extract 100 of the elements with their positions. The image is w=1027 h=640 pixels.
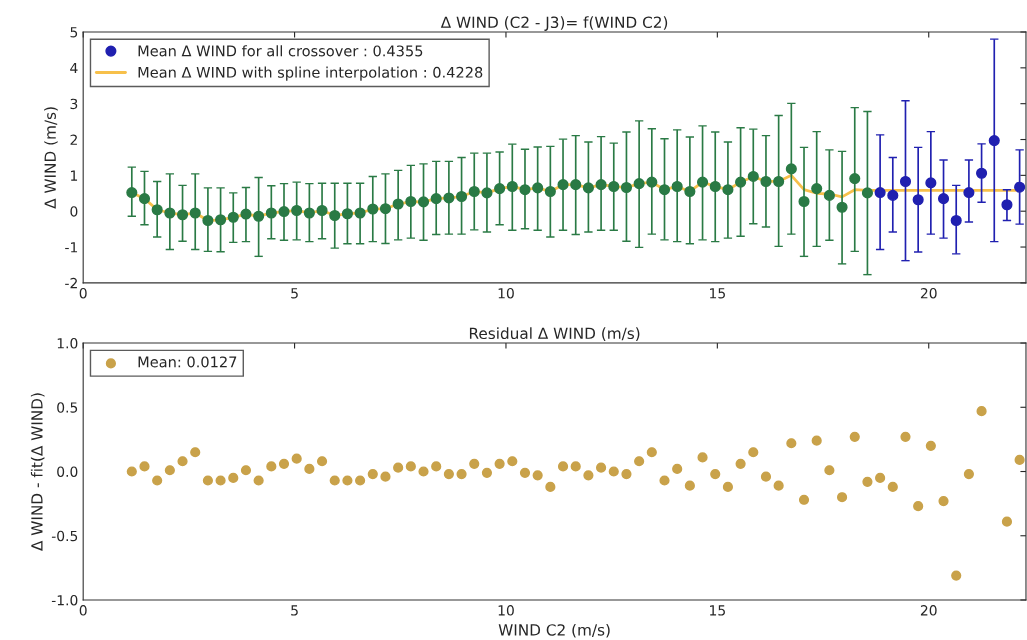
x-tick-label: 0 — [79, 605, 87, 616]
point — [861, 187, 873, 199]
point — [329, 209, 341, 222]
y-tick-label: 0 — [70, 206, 78, 217]
x-tick-label: 5 — [291, 605, 298, 616]
x-tick-label: 10 — [498, 605, 514, 616]
point — [735, 176, 747, 188]
y-tick-label: -2 — [65, 277, 77, 289]
point — [265, 207, 277, 219]
point — [227, 211, 239, 223]
point — [1001, 199, 1013, 211]
point — [456, 190, 468, 203]
y-tick-label: -1 — [65, 242, 78, 253]
point — [849, 173, 861, 185]
point — [443, 192, 455, 204]
point — [138, 193, 151, 205]
point — [430, 193, 442, 205]
point — [950, 214, 962, 227]
point — [608, 180, 620, 193]
point — [316, 204, 328, 217]
y-tick-label: -0.5 — [51, 530, 78, 542]
y-tick-label: 3 — [70, 98, 78, 110]
point — [506, 180, 518, 193]
legend-label: Mean: 0.0127 — [138, 356, 237, 368]
x-tick-label: 20 — [920, 605, 937, 616]
legend-label: Mean Δ WIND for all crossover : 0.4355 — [138, 45, 423, 57]
point — [722, 184, 734, 196]
point — [963, 187, 975, 199]
point — [988, 135, 1000, 147]
point — [278, 206, 290, 218]
point — [532, 182, 544, 194]
y-tick-label: 2 — [70, 134, 77, 145]
y-axis-title: Δ WIND - fit(Δ WIND) — [30, 393, 45, 551]
y-tick-label: 1 — [71, 170, 78, 181]
point — [658, 184, 671, 196]
point — [671, 180, 683, 193]
point — [899, 175, 912, 188]
point — [291, 204, 303, 217]
point — [595, 179, 607, 191]
point — [189, 207, 201, 219]
point — [126, 187, 138, 199]
y-tick-label: 5 — [70, 27, 78, 38]
point — [215, 214, 227, 226]
point — [303, 207, 315, 219]
point — [887, 189, 899, 201]
point — [937, 193, 950, 205]
point — [379, 203, 392, 215]
chart-title: Residual Δ WIND (m/s) — [469, 327, 640, 341]
x-tick-label: 0 — [79, 287, 87, 299]
legend-label: Mean Δ WIND with spline interpolation : 0.4228 — [138, 66, 483, 81]
point — [760, 175, 772, 188]
point — [519, 184, 531, 196]
point — [646, 176, 658, 188]
point — [468, 185, 480, 198]
x-tick-label: 15 — [710, 288, 725, 299]
y-tick-label: 0.0 — [57, 466, 78, 477]
x-axis-title: WIND C2 (m/s) — [498, 623, 610, 638]
x-tick-label: 20 — [920, 287, 937, 299]
chart-title: Δ WIND (C2 - J3)= f(WIND C2) — [440, 16, 668, 31]
point — [557, 179, 569, 191]
point — [570, 179, 582, 191]
point — [1014, 181, 1026, 193]
point — [696, 176, 709, 188]
point — [823, 189, 835, 201]
point — [494, 183, 506, 195]
point — [392, 198, 404, 210]
point — [811, 183, 823, 195]
point — [253, 210, 265, 222]
point — [164, 207, 176, 219]
point — [405, 195, 417, 208]
point — [874, 187, 886, 199]
point — [354, 207, 366, 219]
point — [836, 201, 848, 213]
x-tick-label: 10 — [498, 287, 514, 299]
x-tick-label: 15 — [710, 605, 725, 616]
y-tick-label: 1.0 — [57, 338, 78, 349]
point — [544, 185, 556, 198]
y-tick-label: 0.5 — [57, 402, 78, 413]
point — [798, 195, 810, 208]
point — [367, 203, 379, 215]
point — [912, 194, 924, 206]
point — [202, 214, 214, 227]
point — [417, 196, 430, 208]
point — [176, 209, 189, 221]
point — [684, 185, 696, 198]
point — [773, 175, 785, 188]
point — [976, 167, 988, 179]
point — [151, 204, 163, 216]
point — [633, 178, 645, 190]
point — [341, 208, 353, 220]
point — [582, 182, 594, 194]
point — [785, 163, 797, 175]
x-tick-label: 5 — [291, 288, 298, 299]
point — [925, 177, 937, 189]
y-axis-title: Δ WIND (m/s) — [44, 107, 58, 209]
point — [709, 180, 721, 193]
point — [620, 181, 633, 194]
point — [747, 170, 759, 182]
point — [240, 208, 252, 220]
y-tick-label: 4 — [70, 62, 78, 74]
